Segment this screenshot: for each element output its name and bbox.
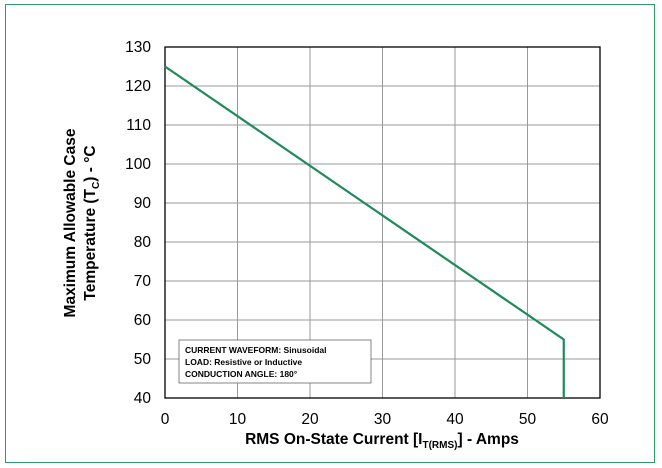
y-axis-label-line2: Temperature (TC) - °C [82,145,102,300]
annotation-box: CURRENT WAVEFORM: Sinusoidal LOAD: Resis… [178,339,372,384]
grid [165,47,600,398]
x-tick-label: 40 [446,411,464,428]
series-line [164,65,565,398]
y-tick-labels: 40 50 60 70 80 90 100 110 120 130 [125,39,151,407]
x-tick-label: 60 [591,411,609,428]
x-tick-labels: 0 10 20 30 40 50 60 [161,411,609,428]
plot-area [164,46,601,399]
y-axis-label-line1: Maximum Allowable Case [62,128,79,317]
y-tick-label: 50 [134,351,152,368]
x-tick-label: 50 [519,411,537,428]
x-axis-label-main: RMS On-State Current [I [245,431,422,448]
chart-frame [5,4,655,463]
x-tick-label: 10 [229,411,247,428]
x-axis-label: RMS On-State Current [IT(RMS)] - Amps [245,431,519,451]
x-tick-label: 20 [301,411,319,428]
y-tick-label: 110 [126,117,151,134]
y-axis-label: Maximum Allowable Case Temperature (TC) … [62,128,102,317]
annotation-waveform: CURRENT WAVEFORM: Sinusoidal [185,345,327,355]
x-axis-label-tail: ] - Amps [457,431,518,448]
x-axis-label-subscript: T(RMS) [422,440,457,451]
annotation-conduction-angle: CONDUCTION ANGLE: 180° [185,369,298,379]
y-tick-label: 90 [134,195,152,212]
x-tick-label: 0 [161,411,170,428]
y-tick-label: 130 [125,39,151,56]
y-tick-label: 80 [134,234,152,251]
y-axis-label-line2-main: Temperature (T [82,188,99,300]
y-tick-label: 120 [125,78,151,95]
annotation-load: LOAD: Resistive or Inductive [185,357,302,367]
series [164,65,565,398]
y-tick-label: 60 [134,312,152,329]
y-tick-label: 40 [134,390,152,407]
y-tick-label: 100 [125,156,151,173]
y-axis-label-line2-subscript: C [91,182,102,189]
y-tick-label: 70 [134,273,152,290]
x-tick-label: 30 [374,411,392,428]
y-axis-label-line2-tail: ) - °C [82,145,99,181]
